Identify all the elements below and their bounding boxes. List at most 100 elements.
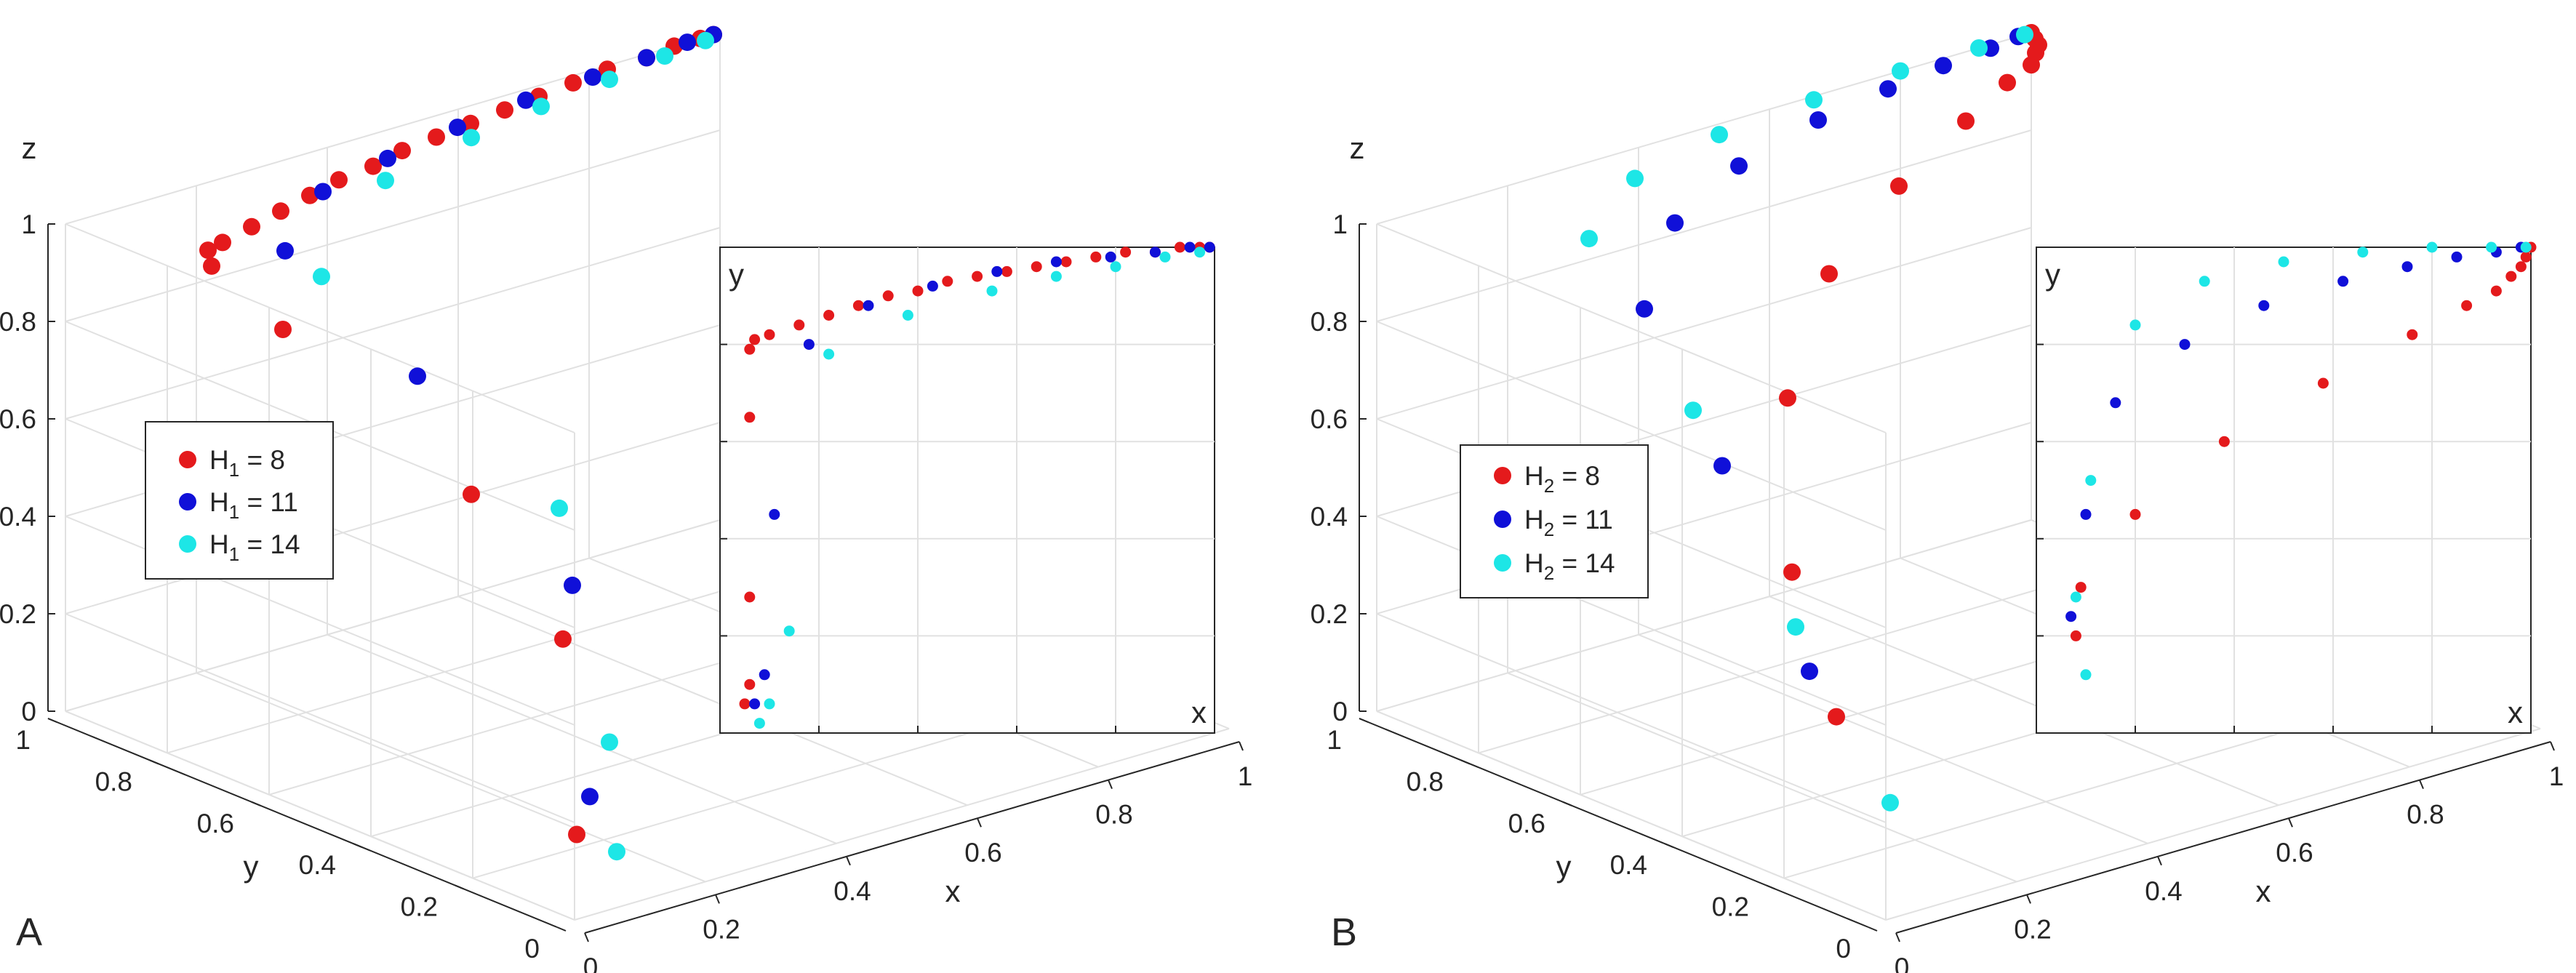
- tick-label: 0.2: [1712, 892, 1749, 922]
- data-point: [1711, 126, 1728, 144]
- legend-entry: H2 = 11: [1494, 505, 1613, 540]
- x-tick: [2288, 817, 2293, 828]
- tick-label: 0.8: [0, 307, 36, 337]
- data-point: [199, 241, 217, 260]
- inset-data-point: [2515, 261, 2527, 273]
- data-point: [1892, 62, 1909, 80]
- inset-data-point: [749, 698, 761, 710]
- inset-grid: [720, 247, 1215, 733]
- inset-data-point: [912, 285, 924, 297]
- data-point: [1828, 708, 1845, 726]
- data-point: [1713, 457, 1731, 475]
- data-point: [1970, 39, 1988, 57]
- data-point: [697, 31, 714, 49]
- grid-line: [1376, 32, 2032, 225]
- data-point: [1935, 57, 1952, 75]
- inset-data-point: [1110, 261, 1121, 273]
- tick-label: 0.2: [401, 892, 438, 922]
- data-point: [1666, 214, 1684, 232]
- inset-data-point: [1174, 241, 1185, 253]
- inset-data-point: [744, 591, 756, 603]
- legend-marker: [179, 535, 196, 553]
- y-axis-label: y: [244, 849, 259, 884]
- grid-line: [196, 672, 706, 883]
- data-point: [584, 68, 601, 86]
- tick-label: 0.6: [197, 809, 234, 838]
- tick-label: 0.6: [1508, 809, 1545, 838]
- data-point: [1820, 265, 1838, 283]
- inset-data-point: [2218, 436, 2230, 447]
- inset-data-point: [823, 310, 835, 321]
- inset-data-point: [2199, 276, 2210, 287]
- inset-data-point: [793, 319, 805, 331]
- inset-data-point: [991, 265, 1003, 277]
- legend-marker: [1494, 554, 1511, 572]
- tick-label: 0: [1895, 953, 1910, 973]
- tick-label: 0.4: [1311, 502, 1348, 532]
- data-point: [496, 101, 513, 119]
- tick-label: 0.2: [703, 914, 740, 944]
- inset-data-point: [744, 343, 756, 355]
- data-point: [581, 788, 599, 806]
- y-axis-line: [1359, 718, 1869, 928]
- data-point: [463, 129, 480, 147]
- inset-y-label: y: [729, 257, 744, 292]
- grid-line: [574, 728, 1230, 921]
- y-tick: [1664, 843, 1674, 849]
- tick-label: 0.4: [0, 502, 36, 532]
- inset-data-point: [2451, 251, 2463, 263]
- x-axis-line: [1895, 741, 2551, 934]
- tick-label: 0.6: [0, 404, 36, 434]
- inset-data-point: [1204, 241, 1215, 253]
- data-point: [1779, 389, 1796, 407]
- tick-label: 0.4: [833, 876, 871, 906]
- inset-data-point: [739, 698, 751, 710]
- data-point: [449, 119, 466, 137]
- y-tick: [353, 843, 363, 849]
- inset-data-point: [2317, 377, 2329, 389]
- data-point: [409, 367, 426, 385]
- data-point: [274, 321, 292, 338]
- svg-text:H2 = 11: H2 = 11: [1524, 505, 1613, 540]
- x-tick: [2419, 780, 2424, 789]
- svg-text:H1 = 11: H1 = 11: [209, 487, 298, 523]
- legend-entry: H1 = 14: [179, 529, 300, 565]
- inset-data-point: [1001, 265, 1012, 277]
- inset-data-point: [2129, 319, 2141, 331]
- inset-data-point: [1050, 271, 1062, 282]
- data-point: [568, 825, 585, 844]
- data-point: [1783, 563, 1801, 581]
- tick-label: 0.6: [964, 838, 1001, 868]
- grid-line: [167, 561, 823, 754]
- data-point: [393, 142, 411, 160]
- x-tick: [846, 856, 851, 866]
- tick-label: 0: [524, 934, 540, 964]
- data-point: [1881, 793, 1899, 812]
- svg-text:H1 = 8: H1 = 8: [209, 445, 285, 481]
- inset-data-point: [1194, 247, 1206, 258]
- data-point: [608, 843, 625, 861]
- tick-layer: 0 0 0 0.2 0.2 0.2 0.4 0.4 0.4 0.6 0.6 0.6 0.8 0.8 0.8 1…: [1311, 209, 2564, 973]
- data-point: [1805, 91, 1823, 109]
- inset-data-point: [2426, 241, 2438, 253]
- data-point: [462, 114, 479, 132]
- x-tick: [1895, 932, 1900, 942]
- inset-data-point: [1031, 261, 1042, 273]
- inset-x-label: x: [2508, 695, 2523, 729]
- inset-data-point: [986, 285, 998, 297]
- inset-data-point: [744, 412, 756, 423]
- inset-data-point: [2129, 508, 2141, 520]
- inset-data-point: [2337, 276, 2349, 287]
- inset-data-point: [2110, 397, 2121, 409]
- inset-grid: [2036, 247, 2531, 733]
- inset-data-point: [882, 290, 894, 302]
- inset-data-point: [783, 625, 795, 637]
- data-point: [1684, 401, 1702, 420]
- legend-entry: H2 = 8: [1494, 461, 1600, 497]
- inset-y-label: y: [2045, 257, 2060, 292]
- inset-data-point: [2505, 271, 2517, 282]
- tick-label: 0: [1332, 697, 1348, 726]
- inset-data-point: [753, 718, 765, 729]
- scatter-3d-layer: [1580, 24, 2047, 812]
- inset-data-point: [2085, 475, 2097, 486]
